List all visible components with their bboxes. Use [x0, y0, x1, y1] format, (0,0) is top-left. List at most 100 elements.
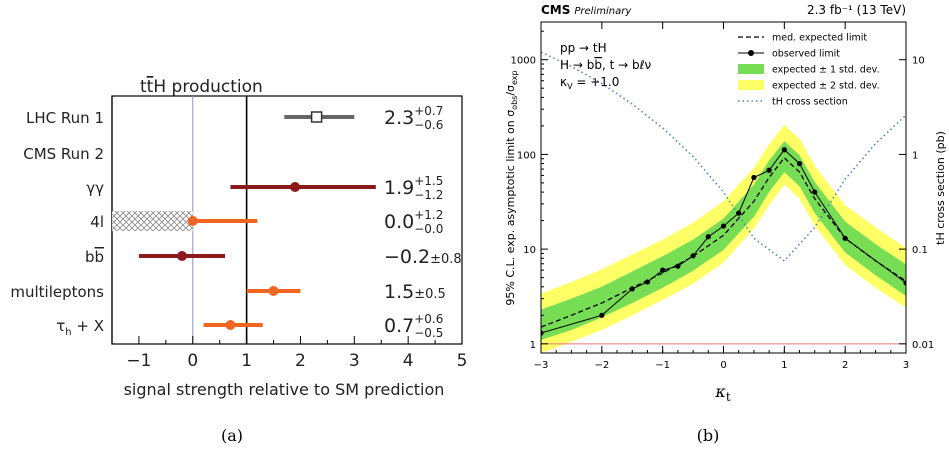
annotation-subscript: V	[567, 82, 573, 91]
observed-point	[675, 263, 681, 269]
row-value: 0.0+1.2 −0.0	[384, 208, 443, 236]
panel-b-cms-label: CMS Preliminary	[541, 3, 632, 17]
title-part-overline: t	[147, 77, 154, 97]
row-label-part: b	[85, 248, 95, 266]
x-tick-label: −3	[534, 360, 549, 371]
observed-point	[842, 235, 848, 241]
row-value: 2.3+0.7 −0.6	[384, 104, 443, 132]
x-label-subscript: t	[726, 390, 731, 404]
observed-point	[720, 223, 727, 229]
row-label: CMS Run 2	[23, 145, 104, 163]
annotation-part-overline: b	[594, 58, 602, 72]
y-left-tick-label: 100	[517, 150, 536, 161]
row-value-error-down: −0.5	[414, 326, 443, 340]
observed-point	[629, 286, 635, 292]
annotation-part: , t → bℓν	[602, 58, 652, 72]
x-tick-label: −2	[594, 360, 609, 371]
annotation-process: pp → tH	[560, 41, 607, 55]
row-label: multileptons	[10, 283, 104, 301]
x-tick-label: 0	[720, 360, 726, 371]
x-tick-label: 4	[403, 351, 414, 371]
row-label-part-overline: b	[94, 248, 104, 266]
observed-point	[751, 174, 757, 181]
y-right-tick-label: 0.01	[912, 340, 934, 351]
median-expected-line	[541, 156, 906, 328]
x-tick-label: −1	[655, 360, 670, 371]
legend-swatch-green	[738, 64, 764, 74]
row-label: bb	[85, 248, 104, 266]
title-part: t	[140, 77, 147, 97]
panel-b: CMS Preliminary 2.3 fb⁻¹ (13 TeV) −3 −2 −1 0…	[504, 3, 947, 445]
row-label-subscript: h	[65, 327, 71, 338]
row-value-main: 0.7	[384, 315, 414, 337]
x-tick-label: 1	[781, 360, 787, 371]
row-value: 1.9+1.5 −1.2	[384, 174, 443, 202]
y-left-tick-label: 1000	[511, 56, 536, 67]
row-label: τh + X	[56, 317, 104, 338]
row-value: −0.2±0.8	[384, 246, 462, 268]
th-cross-section-line	[541, 51, 906, 262]
panel-b-experiment: CMS	[541, 3, 570, 17]
x-label-part: κ	[714, 382, 726, 401]
observed-point	[903, 280, 906, 286]
row-value: 0.7+0.6 −0.5	[384, 312, 443, 340]
panel-b-x-axis-label: κt	[714, 382, 731, 404]
legend-entry-label: observed limit	[772, 49, 840, 60]
x-tick-label: 3	[903, 360, 909, 371]
legend-entry-label: expected ± 2 std. dev.	[772, 81, 880, 92]
observed-point	[705, 234, 711, 240]
observed-point	[812, 189, 818, 195]
panel-a-x-axis: −1 0 1 2 3 4 5	[111, 336, 467, 371]
panel-b-left-y-axis-label: 95% C.L. exp. asymptotic limit on σobs/σ…	[504, 70, 519, 305]
row-label: LHC Run 1	[26, 109, 104, 127]
row-label-part: τ	[56, 317, 65, 335]
annotation-part: κ	[560, 75, 567, 89]
expected-1sigma-band	[541, 141, 906, 340]
central-value-marker	[310, 111, 323, 123]
legend-entry-label: med. expected limit	[772, 33, 867, 44]
annotation-part: H → b	[560, 58, 594, 72]
central-value-marker	[225, 320, 236, 330]
central-value-marker	[268, 286, 279, 296]
row-value-error-down: −1.2	[414, 188, 443, 202]
observed-point	[736, 210, 742, 216]
observed-point	[599, 312, 605, 318]
row-value-main: −0.2	[384, 246, 430, 268]
row-value-error-down: −0.6	[414, 118, 443, 132]
y-left-tick-label: 1	[530, 340, 536, 351]
x-tick-label: 3	[349, 351, 360, 371]
observed-point	[796, 160, 803, 167]
row-value-error-down: −0.0	[414, 222, 443, 236]
row-label-part: + X	[72, 317, 104, 335]
observed-point	[781, 147, 787, 153]
panel-b-annotations: pp → tH H → bb, t → bℓν κV = +1.0	[560, 41, 652, 91]
panel-a-title: ttH production	[140, 77, 263, 97]
excluded-region-hatch	[112, 211, 193, 231]
legend-swatch-dot	[748, 50, 754, 56]
panel-b-label: (b)	[697, 426, 720, 445]
row-value-main: 2.3	[384, 107, 414, 129]
x-tick-label: 0	[187, 351, 198, 371]
row-value-error: ±0.5	[414, 287, 446, 302]
row-label: 4l	[90, 213, 104, 231]
y-label-part: 95% C.L. exp. asymptotic limit on σ	[504, 110, 517, 306]
x-tick-label: 2	[295, 351, 306, 371]
panel-b-plot-area	[541, 51, 906, 353]
x-tick-label: 1	[241, 351, 252, 371]
row-value-error-up: +0.6	[414, 312, 443, 326]
row-value-main: 1.5	[384, 281, 414, 303]
central-value-marker	[187, 216, 198, 226]
annotation-coupling: κV = +1.0	[560, 75, 619, 91]
y-left-tick-label: 10	[523, 245, 536, 256]
central-value-marker	[177, 251, 187, 261]
row-label: γγ	[86, 179, 104, 197]
observed-point	[690, 253, 696, 259]
panel-a-x-axis-label: signal strength relative to SM predictio…	[124, 380, 445, 399]
observed-point	[660, 267, 666, 273]
y-label-subscript: exp	[510, 70, 519, 85]
legend-entry-label: tH cross section	[772, 97, 848, 108]
title-part: H production	[153, 77, 262, 97]
